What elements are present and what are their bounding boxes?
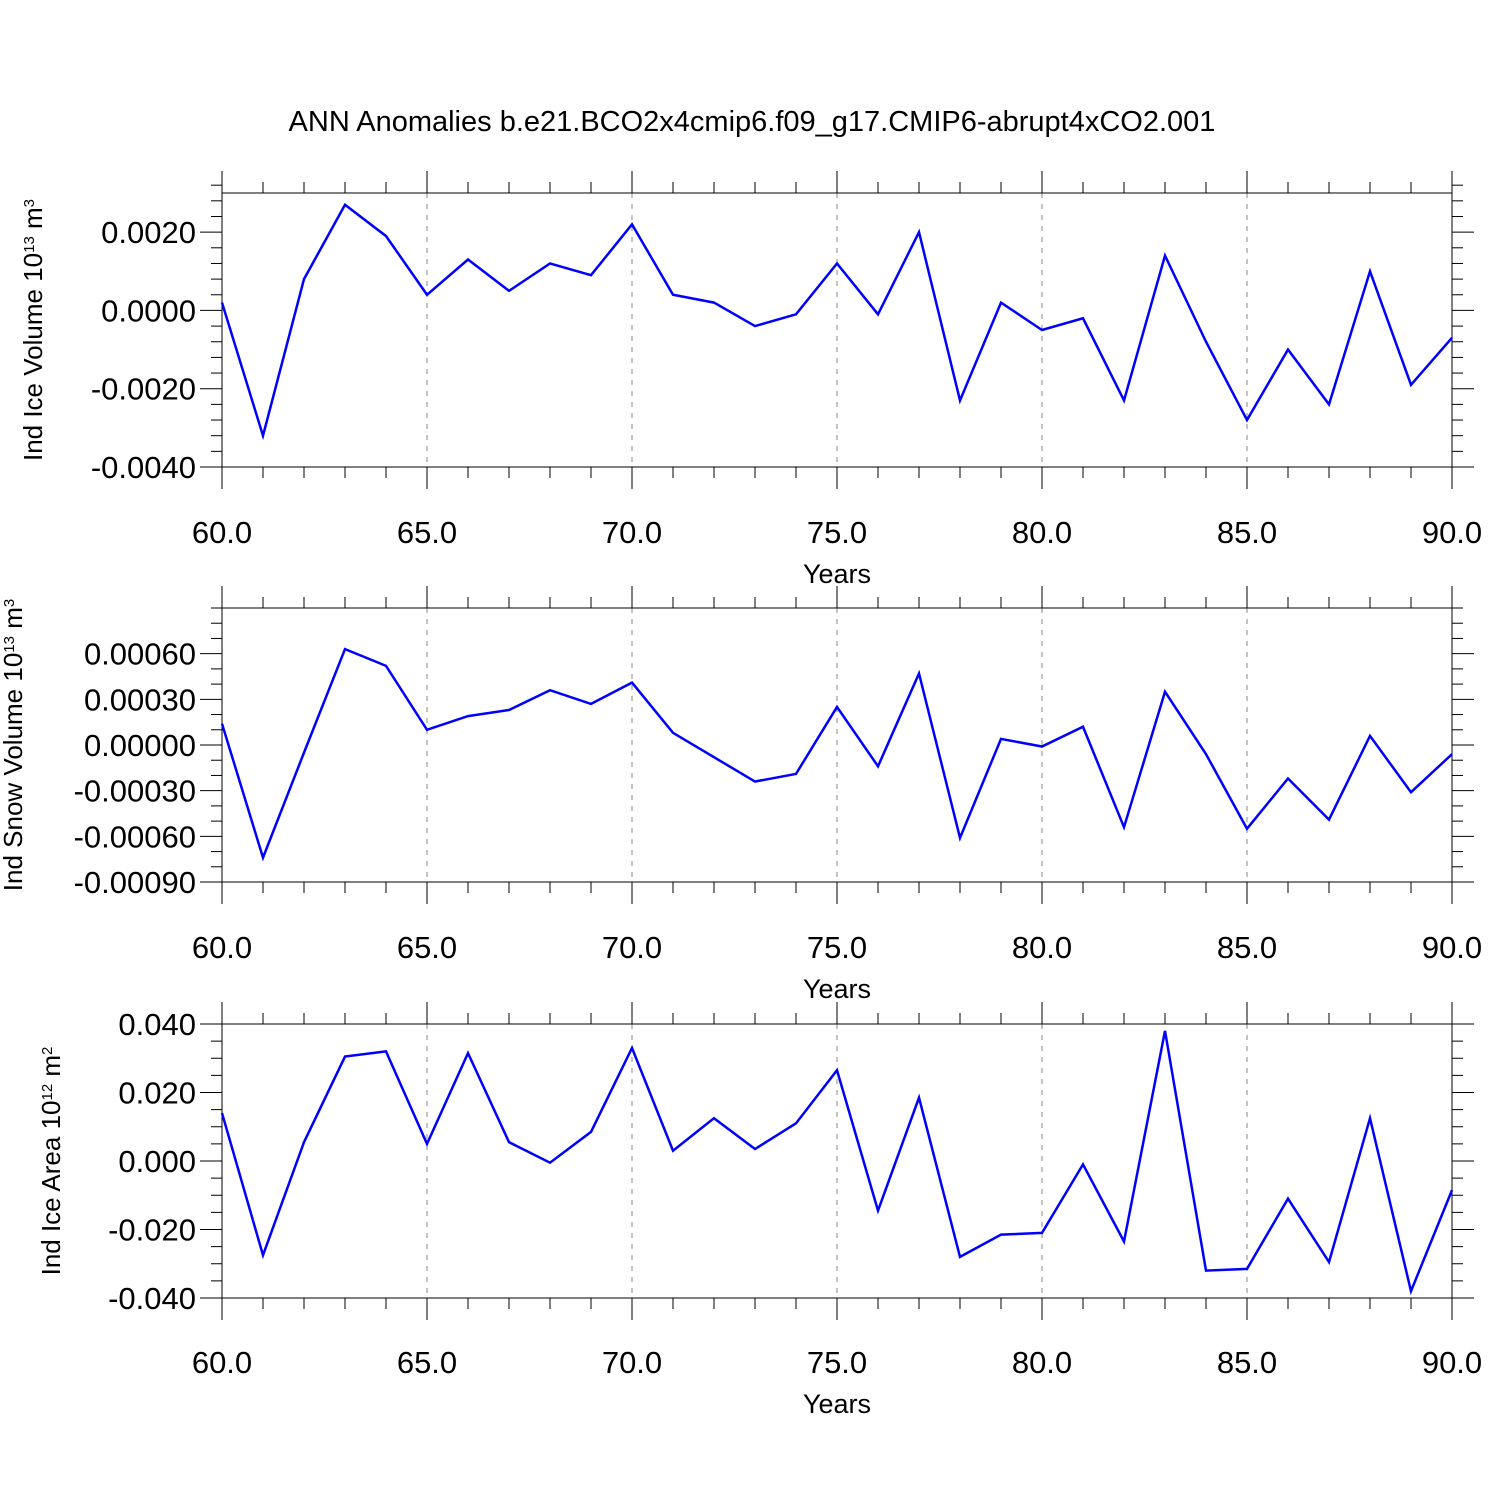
x-tick-label: 90.0	[1422, 1345, 1482, 1380]
x-tick-label: 65.0	[397, 515, 457, 550]
x-tick-label: 80.0	[1012, 930, 1072, 965]
y-axis-title: Ind Ice Volume 1013 m3	[18, 199, 48, 461]
figure-title: ANN Anomalies b.e21.BCO2x4cmip6.f09_g17.…	[289, 106, 1216, 138]
x-tick-label: 60.0	[192, 1345, 252, 1380]
y-tick-label: -0.020	[108, 1213, 196, 1248]
y-axis-title-part: m	[0, 607, 28, 636]
y-axis-title-part: Ind Ice Area 10	[36, 1101, 66, 1276]
series-line-1	[220, 647, 1453, 862]
y-axis-title-superscript: 12	[39, 1084, 56, 1101]
y-tick-label: -0.0040	[91, 450, 196, 485]
panels: 60.0 65.0 70.0 75.0 80.0 85.0 90.0 -0.0040 -0.00…	[0, 171, 1482, 1419]
chart-panel-1: 60.0 65.0 70.0 75.0 80.0 85.0 90.0 -0.0040 -0.00…	[18, 171, 1482, 589]
chart-panel-2: 60.0 65.0 70.0 75.0 80.0 85.0 90.0 -0.00090 -0.0…	[0, 586, 1482, 1004]
y-axis-title: Ind Ice Area 1012 m2	[36, 1047, 66, 1276]
x-tick-label: 80.0	[1012, 515, 1072, 550]
y-tick-label: 0.000	[118, 1144, 196, 1179]
y-tick-label: 0.0000	[101, 293, 196, 328]
x-tick-label: 75.0	[807, 1345, 867, 1380]
y-axis-title-part: m	[36, 1055, 66, 1084]
y-axis-title-superscript: 3	[1, 599, 18, 607]
y-axis-title-part: Ind Ice Volume 10	[18, 253, 48, 461]
y-tick-label: -0.00030	[74, 774, 196, 809]
x-tick-label: 70.0	[602, 1345, 662, 1380]
x-tick-label: 90.0	[1422, 930, 1482, 965]
series-line-1	[220, 1030, 1454, 1296]
y-axis-title-part: Ind Snow Volume 10	[0, 653, 28, 892]
y-tick-label: -0.00060	[74, 819, 196, 854]
y-axis-title: Ind Snow Volume 1013 m3	[0, 599, 28, 891]
y-axis-title-superscript: 13	[21, 236, 38, 253]
y-axis-title-superscript: 3	[21, 199, 38, 207]
x-tick-label: 60.0	[192, 515, 252, 550]
x-axis-title: Years	[803, 1389, 871, 1419]
x-axis-title: Years	[803, 974, 871, 1004]
x-tick-label: 85.0	[1217, 930, 1277, 965]
y-axis-title-superscript: 13	[1, 636, 18, 653]
x-tick-label: 75.0	[807, 930, 867, 965]
x-tick-label: 70.0	[602, 930, 662, 965]
x-tick-label: 90.0	[1422, 515, 1482, 550]
y-tick-label: -0.040	[108, 1281, 196, 1316]
y-tick-label: 0.020	[118, 1076, 196, 1111]
x-tick-label: 75.0	[807, 515, 867, 550]
x-tick-label: 70.0	[602, 515, 662, 550]
y-tick-label: -0.0020	[91, 372, 196, 407]
y-axis-title-part: m	[18, 207, 48, 236]
y-tick-label: 0.040	[118, 1007, 196, 1042]
y-axis-title-superscript: 2	[39, 1047, 56, 1055]
y-tick-label: -0.00090	[74, 865, 196, 900]
y-tick-label: 0.00000	[84, 728, 196, 763]
y-tick-label: 0.00030	[84, 682, 196, 717]
x-tick-label: 65.0	[397, 1345, 457, 1380]
x-tick-label: 85.0	[1217, 515, 1277, 550]
chart-panel-3: 60.0 65.0 70.0 75.0 80.0 85.0 90.0 -0.040 -0.020…	[36, 1002, 1482, 1419]
x-axis-title: Years	[803, 559, 871, 589]
series-line-1	[220, 202, 1453, 441]
x-tick-label: 60.0	[192, 930, 252, 965]
y-tick-label: 0.0020	[101, 215, 196, 250]
x-tick-label: 65.0	[397, 930, 457, 965]
x-tick-label: 85.0	[1217, 1345, 1277, 1380]
x-tick-label: 80.0	[1012, 1345, 1072, 1380]
y-tick-label: 0.00060	[84, 637, 196, 672]
